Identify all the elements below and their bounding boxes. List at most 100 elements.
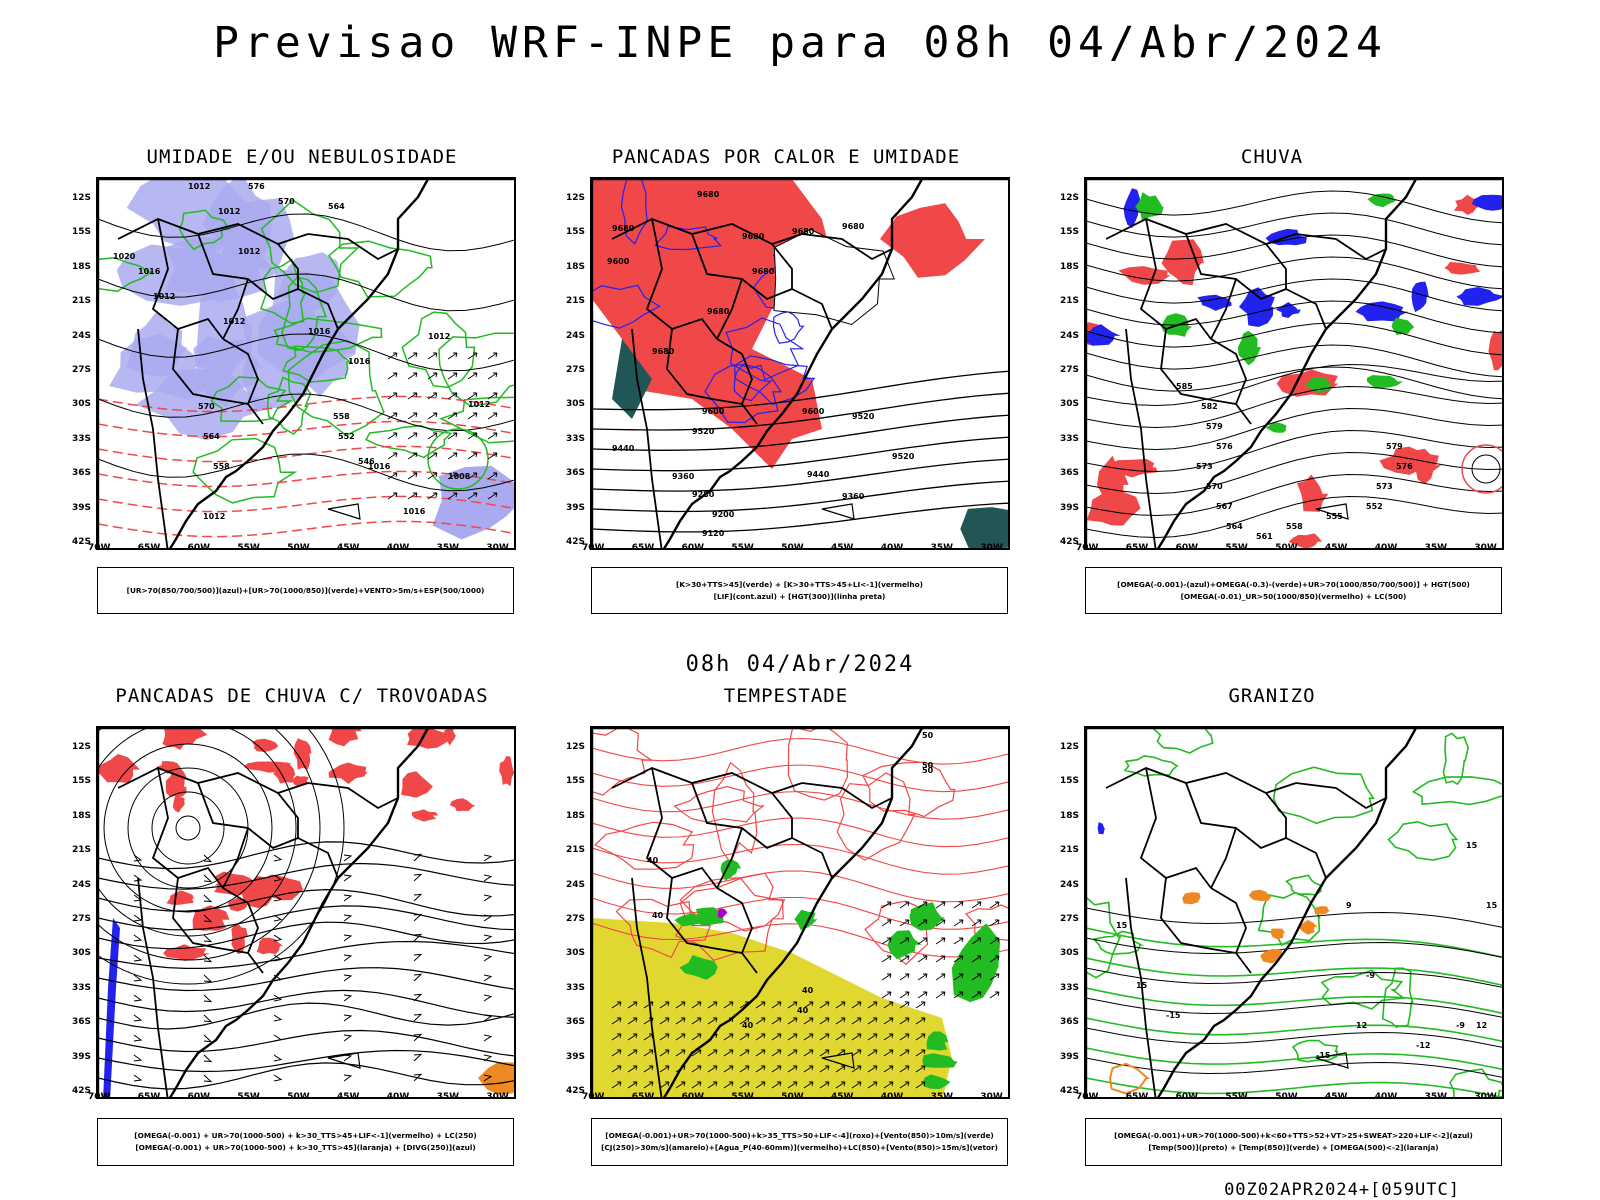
contour-label: 40: [797, 1006, 809, 1015]
panel-title-chuva: CHUVA: [1240, 146, 1304, 168]
lon-tick-label: 70W: [582, 1092, 605, 1102]
lon-tick-label: 55W: [731, 543, 754, 553]
contour-label: 558: [213, 462, 230, 471]
contour-label: 40: [742, 1021, 754, 1030]
contour-label: 573: [1376, 482, 1393, 491]
lat-tick-label: 42S: [72, 537, 92, 547]
lat-tick-label: 21S: [72, 845, 92, 856]
contour-label: 12: [1476, 1021, 1487, 1030]
lat-tick-label: 12S: [566, 742, 586, 752]
lon-tick-label: 65W: [137, 1092, 161, 1102]
lat-tick-label: 24S: [566, 879, 586, 890]
lat-tick-label: 39S: [1060, 502, 1080, 513]
legend-line: [LIF](cont.azul) + [HGT(300)](linha pret…: [713, 591, 886, 601]
contour-label: 9680: [652, 347, 675, 356]
lat-tick-label: 30S: [566, 948, 586, 959]
contour-label: 1012: [203, 512, 225, 521]
contour-label: 9680: [842, 222, 865, 231]
lon-tick-label: 40W: [880, 543, 904, 553]
contour-label: 579: [1386, 442, 1403, 451]
contour-label: 564: [1226, 522, 1243, 531]
lat-tick-label: 12S: [72, 742, 92, 752]
contour-label: 9600: [607, 257, 630, 266]
contour-label: -15: [1166, 1011, 1181, 1020]
lat-tick-label: 36S: [72, 468, 92, 479]
lat-tick-label: 30S: [72, 399, 92, 410]
legend-line: [OMEGA(-0.001)+UR>70(1000-500)+k<60+TTS>…: [1114, 1131, 1473, 1140]
contour-label: 1012: [428, 332, 450, 341]
lat-tick-label: 21S: [566, 296, 586, 307]
lat-tick-label: 15S: [72, 227, 92, 238]
contour-label: 576: [1216, 442, 1233, 451]
lat-tick-label: 18S: [72, 810, 92, 821]
lon-tick-label: 55W: [1225, 1092, 1248, 1102]
lat-tick-label: 42S: [566, 537, 586, 547]
legend-granizo: [OMEGA(-0.001)+UR>70(1000-500)+k<60+TTS>…: [1085, 1118, 1502, 1166]
legend-line: [Temp(500)](preto) + [Temp(850)](verde) …: [1148, 1143, 1439, 1152]
lon-tick-label: 70W: [1076, 543, 1099, 553]
map-chuva: 585 582 579 576 573 570 567 564 561 558 555 552 579 5…: [1084, 177, 1504, 550]
lat-tick-label: 24S: [1060, 879, 1080, 890]
lat-tick-label: 21S: [72, 296, 92, 307]
contour-label: 9520: [692, 427, 715, 436]
lat-tick-label: 18S: [1060, 810, 1080, 821]
contour-label: 9600: [702, 407, 725, 416]
lon-tick-label: 60W: [1175, 543, 1199, 553]
contour-label: 1012: [238, 247, 260, 256]
lon-tick-label: 35W: [436, 1092, 460, 1102]
contour-label: 573: [1196, 462, 1213, 471]
legend-line: [UR>70(850/700/500)](azul)+[UR>70(1000/8…: [126, 585, 485, 595]
contour-label: 40: [647, 856, 659, 865]
lat-tick-label: 12S: [566, 193, 586, 203]
contour-label: 9600: [802, 407, 825, 416]
lat-tick-label: 36S: [566, 1017, 586, 1028]
contour-label: 15: [1136, 981, 1148, 990]
lat-tick-label: 33S: [1060, 982, 1080, 993]
contour-label: 558: [333, 412, 350, 421]
lat-tick-label: 36S: [1060, 468, 1080, 479]
lat-tick-label: 42S: [72, 1086, 92, 1096]
lon-tick-label: 30W: [1474, 1092, 1497, 1102]
contour-label: 564: [203, 432, 220, 441]
legend-chuva: [OMEGA(-0.001)-(azul)+OMEGA(-0.3)-(verde…: [1085, 567, 1502, 614]
lon-tick-label: 65W: [1125, 543, 1149, 553]
contour-label: -9: [1366, 971, 1375, 980]
lon-tick-label: 55W: [731, 1092, 754, 1102]
contour-label: 1008: [448, 472, 471, 481]
lat-tick-label: 42S: [566, 1086, 586, 1096]
contour-label: 9680: [752, 267, 775, 276]
lon-tick-label: 65W: [631, 543, 655, 553]
contour-label: 1016: [308, 327, 331, 336]
lat-tick-label: 24S: [72, 879, 92, 890]
lat-tick-label: 30S: [1060, 948, 1080, 959]
panel-title-granizo: GRANIZO: [1228, 685, 1316, 707]
lat-tick-label: 15S: [72, 776, 92, 787]
contour-label: 1012: [153, 292, 175, 301]
contour-label: 576: [248, 182, 265, 191]
contour-label: 12: [1356, 1021, 1367, 1030]
lon-tick-label: 70W: [88, 1092, 111, 1102]
lon-tick-label: 50W: [1275, 1092, 1298, 1102]
lon-tick-label: 60W: [1175, 1092, 1199, 1102]
lat-tick-label: 27S: [72, 914, 92, 924]
contour-label: 9680: [707, 307, 730, 316]
lat-tick-label: 27S: [72, 365, 92, 375]
lon-tick-label: 40W: [1374, 543, 1398, 553]
contour-label: 579: [1206, 422, 1223, 431]
lat-tick-label: 27S: [566, 914, 586, 924]
lon-tick-label: 50W: [781, 543, 804, 553]
lon-tick-label: 40W: [386, 1092, 410, 1102]
lat-tick-label: 15S: [1060, 776, 1080, 787]
lon-tick-label: 50W: [287, 543, 310, 553]
map-tempestade: 40 40 50 50 40 40 50 40: [590, 726, 1010, 1099]
lon-tick-label: 60W: [187, 1092, 211, 1102]
lat-tick-label: 36S: [1060, 1017, 1080, 1028]
contour-label: 546: [358, 457, 375, 466]
lon-tick-label: 50W: [287, 1092, 310, 1102]
lat-tick-label: 30S: [1060, 399, 1080, 410]
contour-label: 1012: [218, 207, 240, 216]
lon-tick-label: 40W: [1374, 1092, 1398, 1102]
map-umidade: 1012 1012 1012 1020 1016 1012 1012 1016 1016 1016…: [96, 177, 516, 550]
contour-label: 9440: [807, 470, 830, 479]
contour-label: 9280: [692, 490, 715, 499]
